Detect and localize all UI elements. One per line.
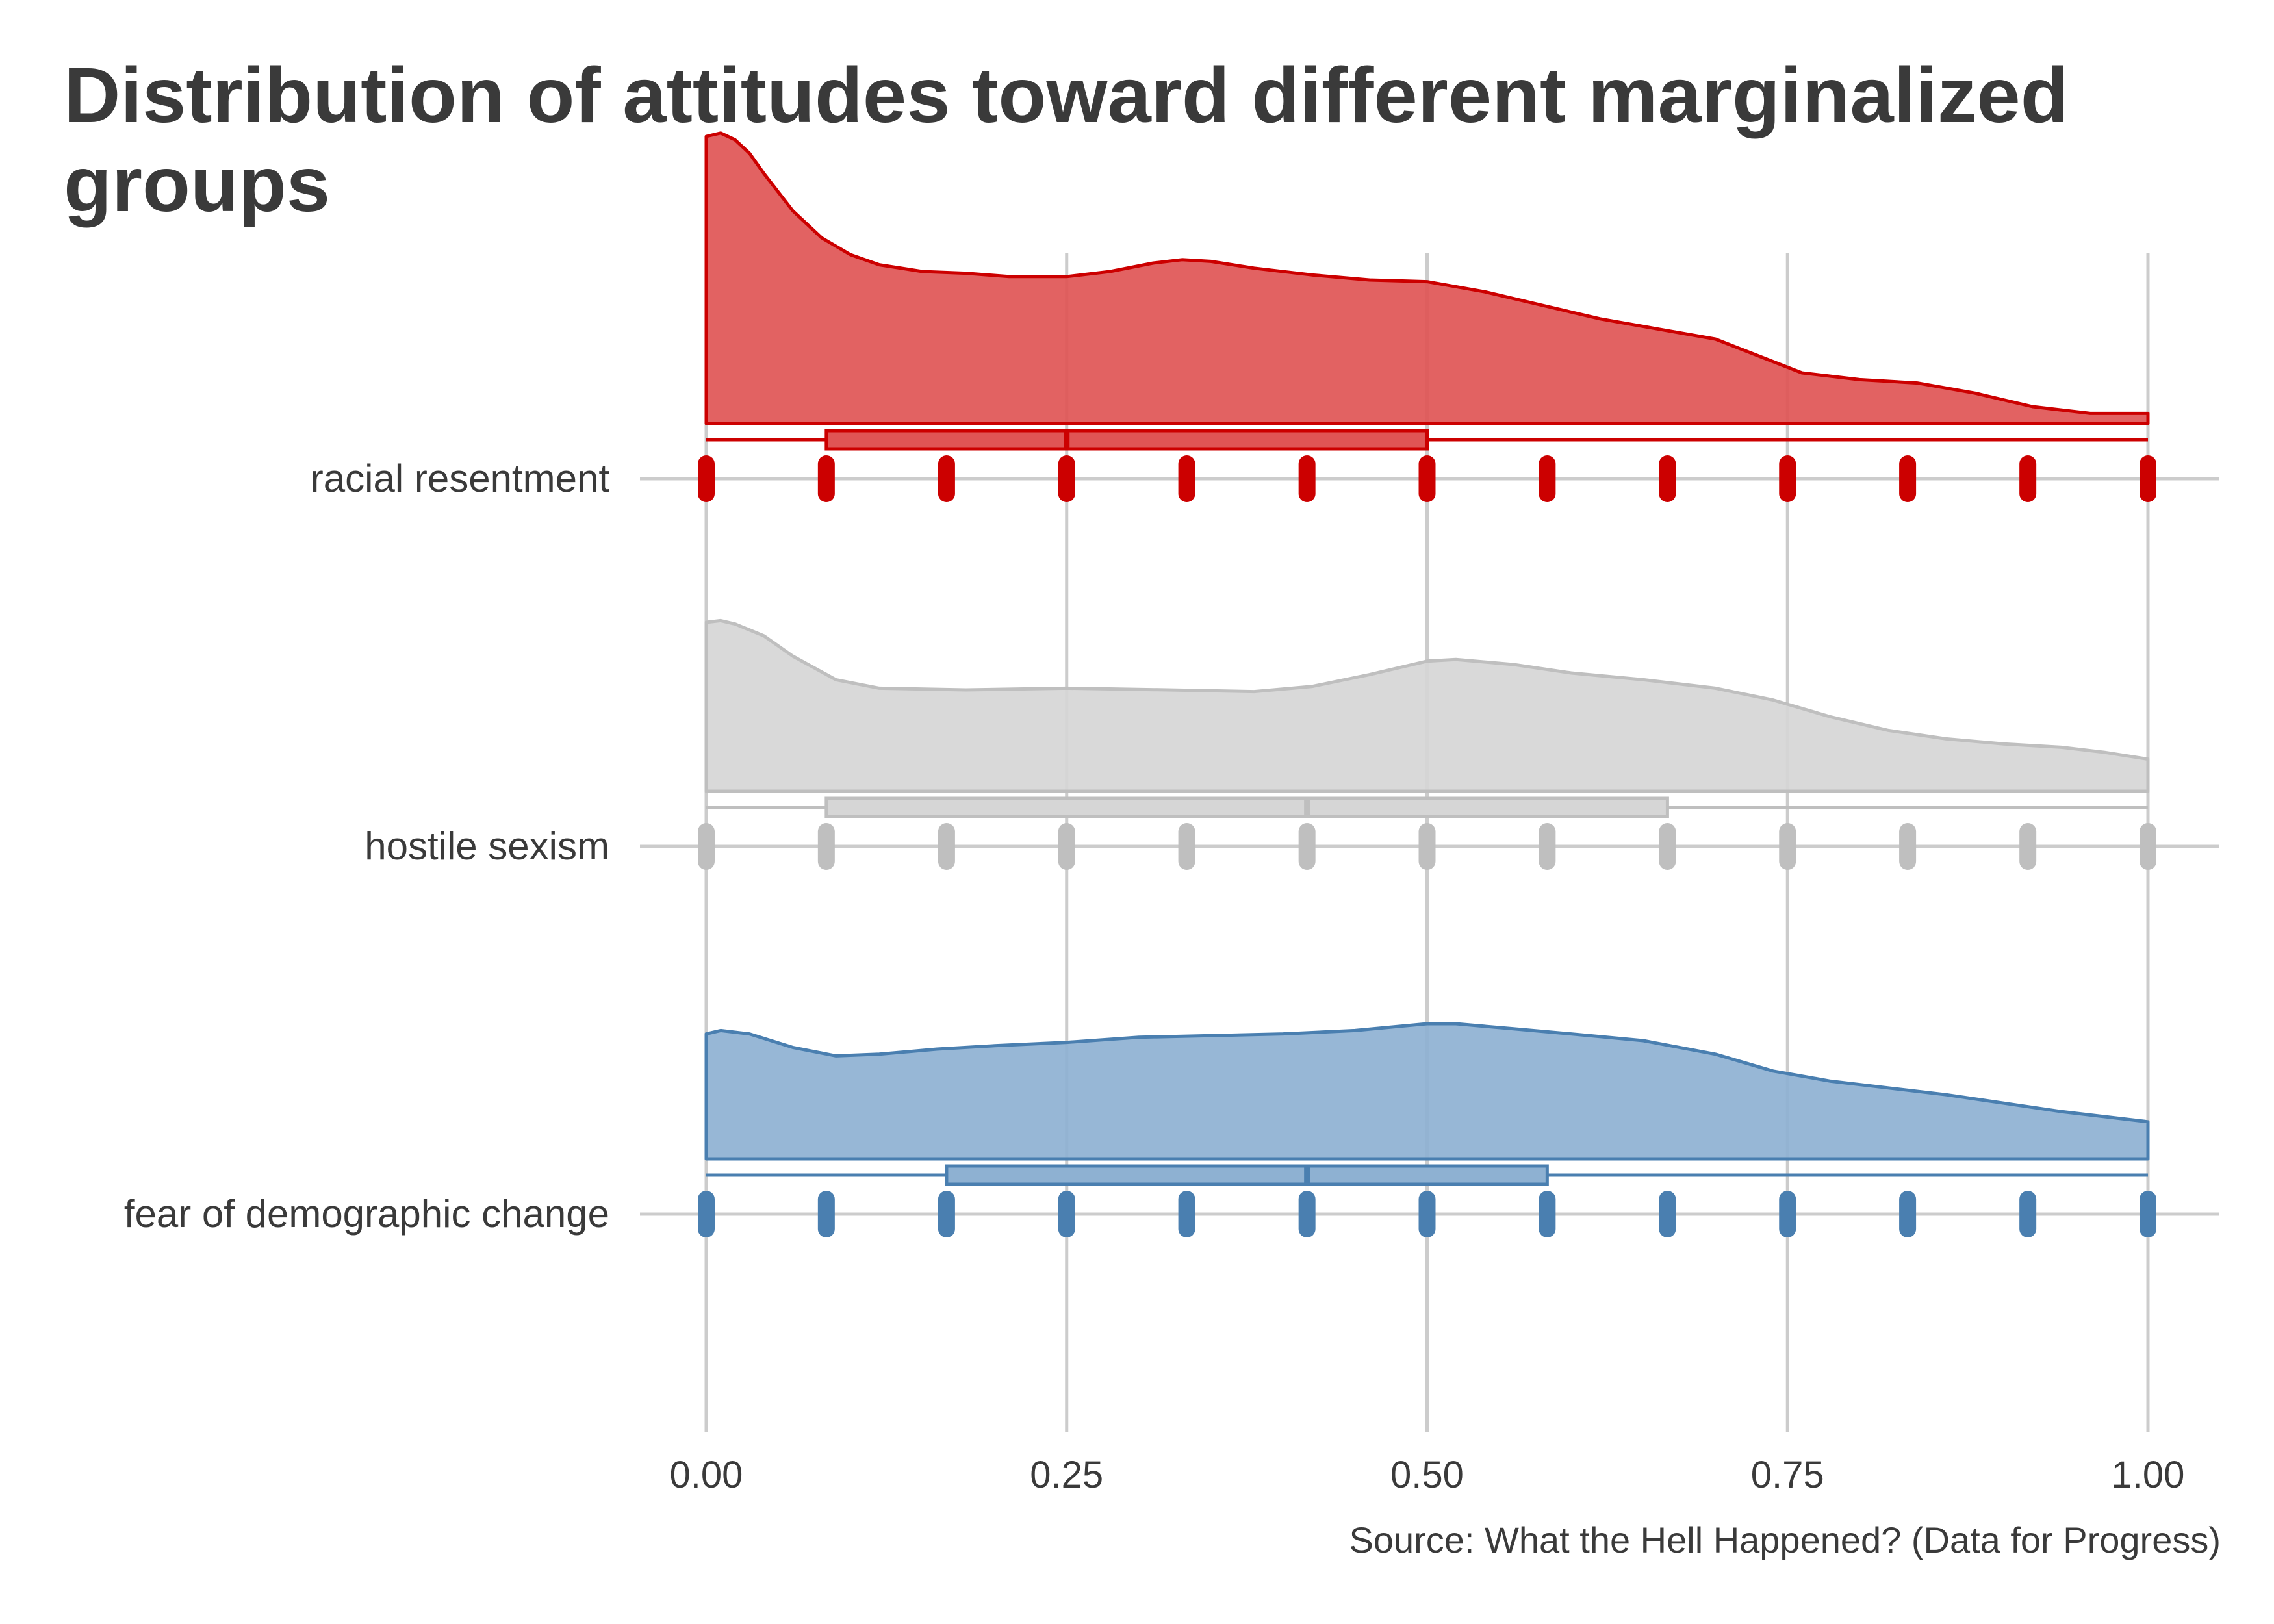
rain-point-0-0 — [698, 455, 715, 502]
chart-caption: Source: What the Hell Happened? (Data fo… — [1349, 1519, 2221, 1560]
y-axis-category-labels: racial resentment hostile sexism fear of d… — [124, 457, 609, 1236]
category-label-2: fear of demographic change — [124, 1192, 609, 1236]
rain-point-2-0 — [698, 1191, 715, 1237]
density-0 — [704, 131, 2150, 425]
chart-title: Distribution of attitudes toward differe… — [64, 51, 2069, 228]
rain-point-2-2 — [938, 1191, 955, 1237]
rain-point-0-4 — [1178, 455, 1195, 502]
rain-point-1-7 — [1539, 823, 1556, 870]
x-tick-label-1: 0.25 — [1030, 1454, 1103, 1496]
rain-point-2-6 — [1418, 1191, 1436, 1237]
rain-point-1-11 — [2019, 823, 2037, 870]
rain-point-2-9 — [1779, 1191, 1796, 1237]
group-1 — [698, 618, 2156, 870]
rain-point-1-2 — [938, 823, 955, 870]
rain-point-2-5 — [1298, 1191, 1316, 1237]
box-0 — [824, 429, 1429, 451]
group-0 — [698, 131, 2156, 502]
rain-point-1-3 — [1058, 823, 1075, 870]
x-tick-label-2: 0.50 — [1390, 1454, 1464, 1496]
group-2 — [698, 1022, 2156, 1237]
rain-point-1-10 — [1899, 823, 1917, 870]
rain-point-1-4 — [1178, 823, 1195, 870]
rain-point-0-1 — [817, 455, 835, 502]
rain-point-0-9 — [1779, 455, 1796, 502]
rain-point-0-8 — [1659, 455, 1676, 502]
x-tick-label-3: 0.75 — [1751, 1454, 1824, 1496]
x-axis-tick-labels: 0.00 0.25 0.50 0.75 1.00 — [670, 1454, 2185, 1496]
rain-point-2-8 — [1659, 1191, 1676, 1237]
rain-point-1-8 — [1659, 823, 1676, 870]
rain-point-2-1 — [817, 1191, 835, 1237]
rain-point-0-3 — [1058, 455, 1075, 502]
rain-point-0-7 — [1539, 455, 1556, 502]
rain-point-1-1 — [817, 823, 835, 870]
rain-point-0-2 — [938, 455, 955, 502]
rain-point-0-10 — [1899, 455, 1917, 502]
rain-point-2-11 — [2019, 1191, 2037, 1237]
box-1 — [824, 796, 1669, 818]
x-tick-label-4: 1.00 — [2112, 1454, 2185, 1496]
density-1 — [704, 618, 2150, 793]
rain-point-0-11 — [2019, 455, 2037, 502]
rain-point-2-10 — [1899, 1191, 1917, 1237]
rain-point-1-12 — [2140, 823, 2156, 870]
rain-point-2-3 — [1058, 1191, 1075, 1237]
box-2 — [945, 1164, 1549, 1186]
rain-point-0-5 — [1298, 455, 1316, 502]
category-label-1: hostile sexism — [364, 824, 609, 868]
category-label-0: racial resentment — [311, 457, 610, 500]
rain-point-1-5 — [1298, 823, 1316, 870]
rain-point-1-9 — [1779, 823, 1796, 870]
groups-layer — [698, 131, 2156, 1237]
rain-point-2-7 — [1539, 1191, 1556, 1237]
density-2 — [704, 1022, 2150, 1161]
rain-point-2-4 — [1178, 1191, 1195, 1237]
rain-point-0-12 — [2140, 455, 2156, 502]
rain-point-2-12 — [2140, 1191, 2156, 1237]
rain-point-0-6 — [1418, 455, 1436, 502]
rain-point-1-6 — [1418, 823, 1436, 870]
rain-point-1-0 — [698, 823, 715, 870]
x-tick-label-0: 0.00 — [670, 1454, 743, 1496]
